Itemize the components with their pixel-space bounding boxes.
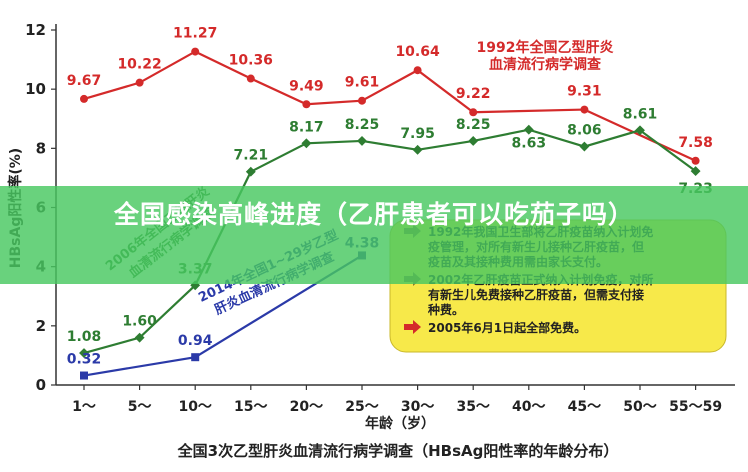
x-tick-label: 10～ <box>178 399 211 415</box>
data-label: 9.22 <box>456 86 491 102</box>
data-label: 8.61 <box>623 106 658 122</box>
data-point <box>80 371 88 380</box>
chart-title: 全国3次乙型肝炎血清流行病学调查（HBsAg阳性率的年龄分布） <box>177 442 619 460</box>
data-label: 8.17 <box>289 119 324 135</box>
data-label: 8.63 <box>512 136 547 152</box>
x-tick-label: 35～ <box>456 399 489 415</box>
annotation-text: 有新生儿免费接种乙肝疫苗，但需支付接 <box>428 287 644 302</box>
data-point <box>690 166 701 177</box>
data-label: 10.64 <box>395 44 440 60</box>
data-point <box>191 47 200 56</box>
x-tick-label: 20～ <box>290 399 323 415</box>
data-point <box>80 94 88 103</box>
data-point <box>579 141 590 152</box>
data-label: 9.49 <box>289 78 324 94</box>
data-label: 9.31 <box>567 84 602 100</box>
data-point <box>358 96 366 105</box>
x-tick-label: 5～ <box>128 399 152 415</box>
data-label: 1.60 <box>122 314 157 330</box>
data-label: 10.22 <box>117 57 161 73</box>
data-point <box>302 100 311 109</box>
data-label: 0.32 <box>67 352 102 368</box>
x-tick-label: 55～59 <box>669 399 722 415</box>
legend-1992: 1992年全国乙型肝炎 <box>477 39 614 56</box>
y-tick-label: 8 <box>36 139 46 157</box>
data-point <box>523 124 534 135</box>
x-tick-label: 40～ <box>512 399 545 415</box>
banner-title: 全国感染高峰进度（乙肝患者可以吃茄子吗） <box>113 200 634 229</box>
data-label: 10.36 <box>229 53 273 69</box>
data-point <box>246 74 255 83</box>
data-point <box>135 78 144 87</box>
data-label: 8.25 <box>345 117 380 133</box>
series-line <box>83 128 697 355</box>
x-tick-label: 50～ <box>623 399 656 415</box>
y-tick-label: 12 <box>25 21 46 39</box>
titles: 全国3次乙型肝炎血清流行病学调查（HBsAg阳性率的年龄分布） <box>177 442 619 460</box>
x-tick-label: 1～ <box>72 399 96 415</box>
x-tick-label: 30～ <box>401 399 434 415</box>
data-label: 7.58 <box>678 135 713 151</box>
legend-1992: 血清流行病学调查 <box>489 56 602 73</box>
data-point <box>191 353 200 362</box>
data-point <box>245 166 256 177</box>
series-0: 9.67 10.22 11.27 10.36 9.49 9.61 10.64 9.22 9.31… <box>67 26 713 165</box>
y-tick-label: 10 <box>25 80 46 98</box>
data-label: 0.94 <box>178 333 213 349</box>
data-label: 8.06 <box>567 123 602 139</box>
axes: 0246810121～5～10～15～20～25～30～35～40～45～50～… <box>7 21 735 432</box>
annotation-text: 2005年6月1日起全部免费。 <box>428 320 586 335</box>
data-point <box>580 105 589 114</box>
data-point <box>413 66 422 75</box>
data-label: 11.27 <box>173 26 217 42</box>
annotation-text: 种费。 <box>427 302 464 317</box>
y-tick-label: 2 <box>36 317 46 335</box>
data-point <box>635 125 645 136</box>
data-label: 1.08 <box>67 329 102 345</box>
data-point <box>134 332 145 343</box>
data-point <box>412 144 423 155</box>
data-label: 9.61 <box>345 75 380 91</box>
y-tick-label: 0 <box>36 376 46 394</box>
data-point <box>468 135 479 146</box>
annotation-arrow-icon <box>404 320 421 334</box>
series-line <box>83 50 697 162</box>
data-label: 7.21 <box>234 148 269 164</box>
data-point <box>469 108 478 117</box>
data-label: 8.25 <box>456 117 491 133</box>
title-banner <box>0 186 748 284</box>
x-tick-label: 15～ <box>234 399 267 415</box>
x-tick-label: 45～ <box>568 399 601 415</box>
data-point <box>301 138 312 149</box>
x-tick-label: 25～ <box>345 399 378 415</box>
data-label: 9.67 <box>67 73 102 89</box>
data-label: 7.95 <box>400 126 435 142</box>
data-point <box>357 135 367 146</box>
data-point <box>691 156 700 165</box>
x-axis-label: 年龄（岁） <box>365 415 435 432</box>
